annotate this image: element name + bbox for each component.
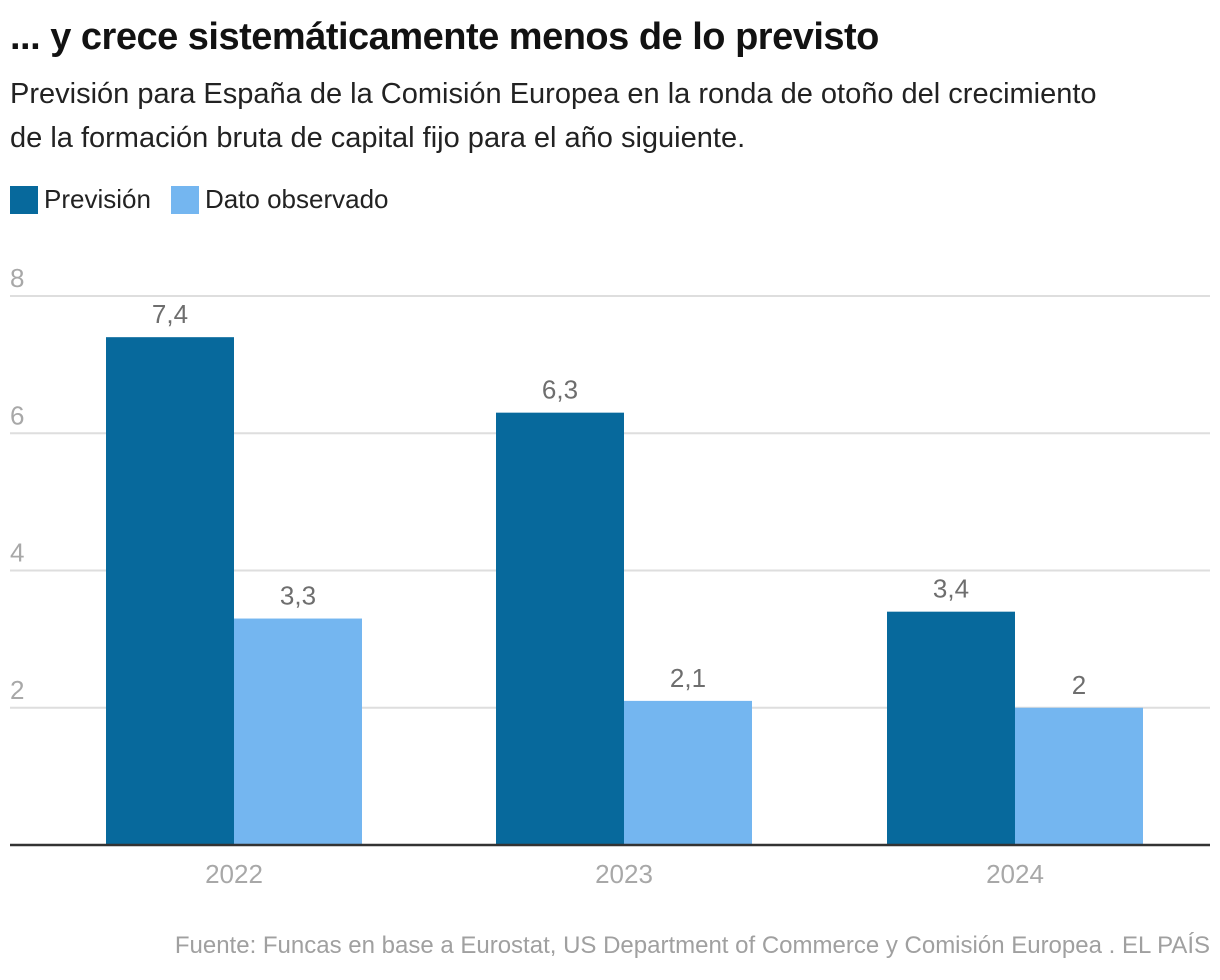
bar [496, 412, 624, 845]
chart-title: ... y crece sistemáticamente menos de lo… [10, 16, 879, 58]
data-label: 6,3 [542, 375, 578, 405]
bar [1015, 707, 1143, 845]
legend-swatch-prevision [10, 185, 38, 214]
bar-chart: 2 4 6 8 7,4 3,3 2022 6,3 2,1 2023 3,4 2 2024 [10, 263, 1210, 889]
bar [106, 337, 234, 845]
bar [234, 618, 362, 845]
y-tick-label: 2 [10, 675, 24, 705]
bar [887, 611, 1015, 845]
y-tick-label: 8 [10, 263, 24, 293]
x-tick-label: 2024 [986, 859, 1044, 889]
bar [624, 700, 752, 845]
legend-item-prevision: Previsión [10, 184, 151, 215]
data-label: 7,4 [152, 299, 188, 329]
x-tick-label: 2023 [595, 859, 653, 889]
x-tick-label: 2022 [205, 859, 263, 889]
legend-item-observado: Dato observado [170, 184, 389, 215]
legend-swatch-observado [170, 185, 199, 214]
data-label: 3,4 [933, 574, 969, 604]
legend-label-prevision: Previsión [44, 184, 151, 214]
source-note: Fuente: Funcas en base a Eurostat, US De… [174, 932, 1210, 959]
legend-label-observado: Dato observado [204, 184, 389, 214]
data-label: 3,3 [280, 581, 316, 611]
y-tick-label: 4 [10, 538, 24, 568]
legend: Previsión Dato observado [10, 184, 409, 215]
data-label: 2 [1072, 670, 1086, 700]
chart-subtitle: Previsión para España de la Comisión Eur… [10, 78, 1097, 154]
y-tick-label: 6 [10, 400, 24, 430]
data-label: 2,1 [670, 663, 706, 693]
